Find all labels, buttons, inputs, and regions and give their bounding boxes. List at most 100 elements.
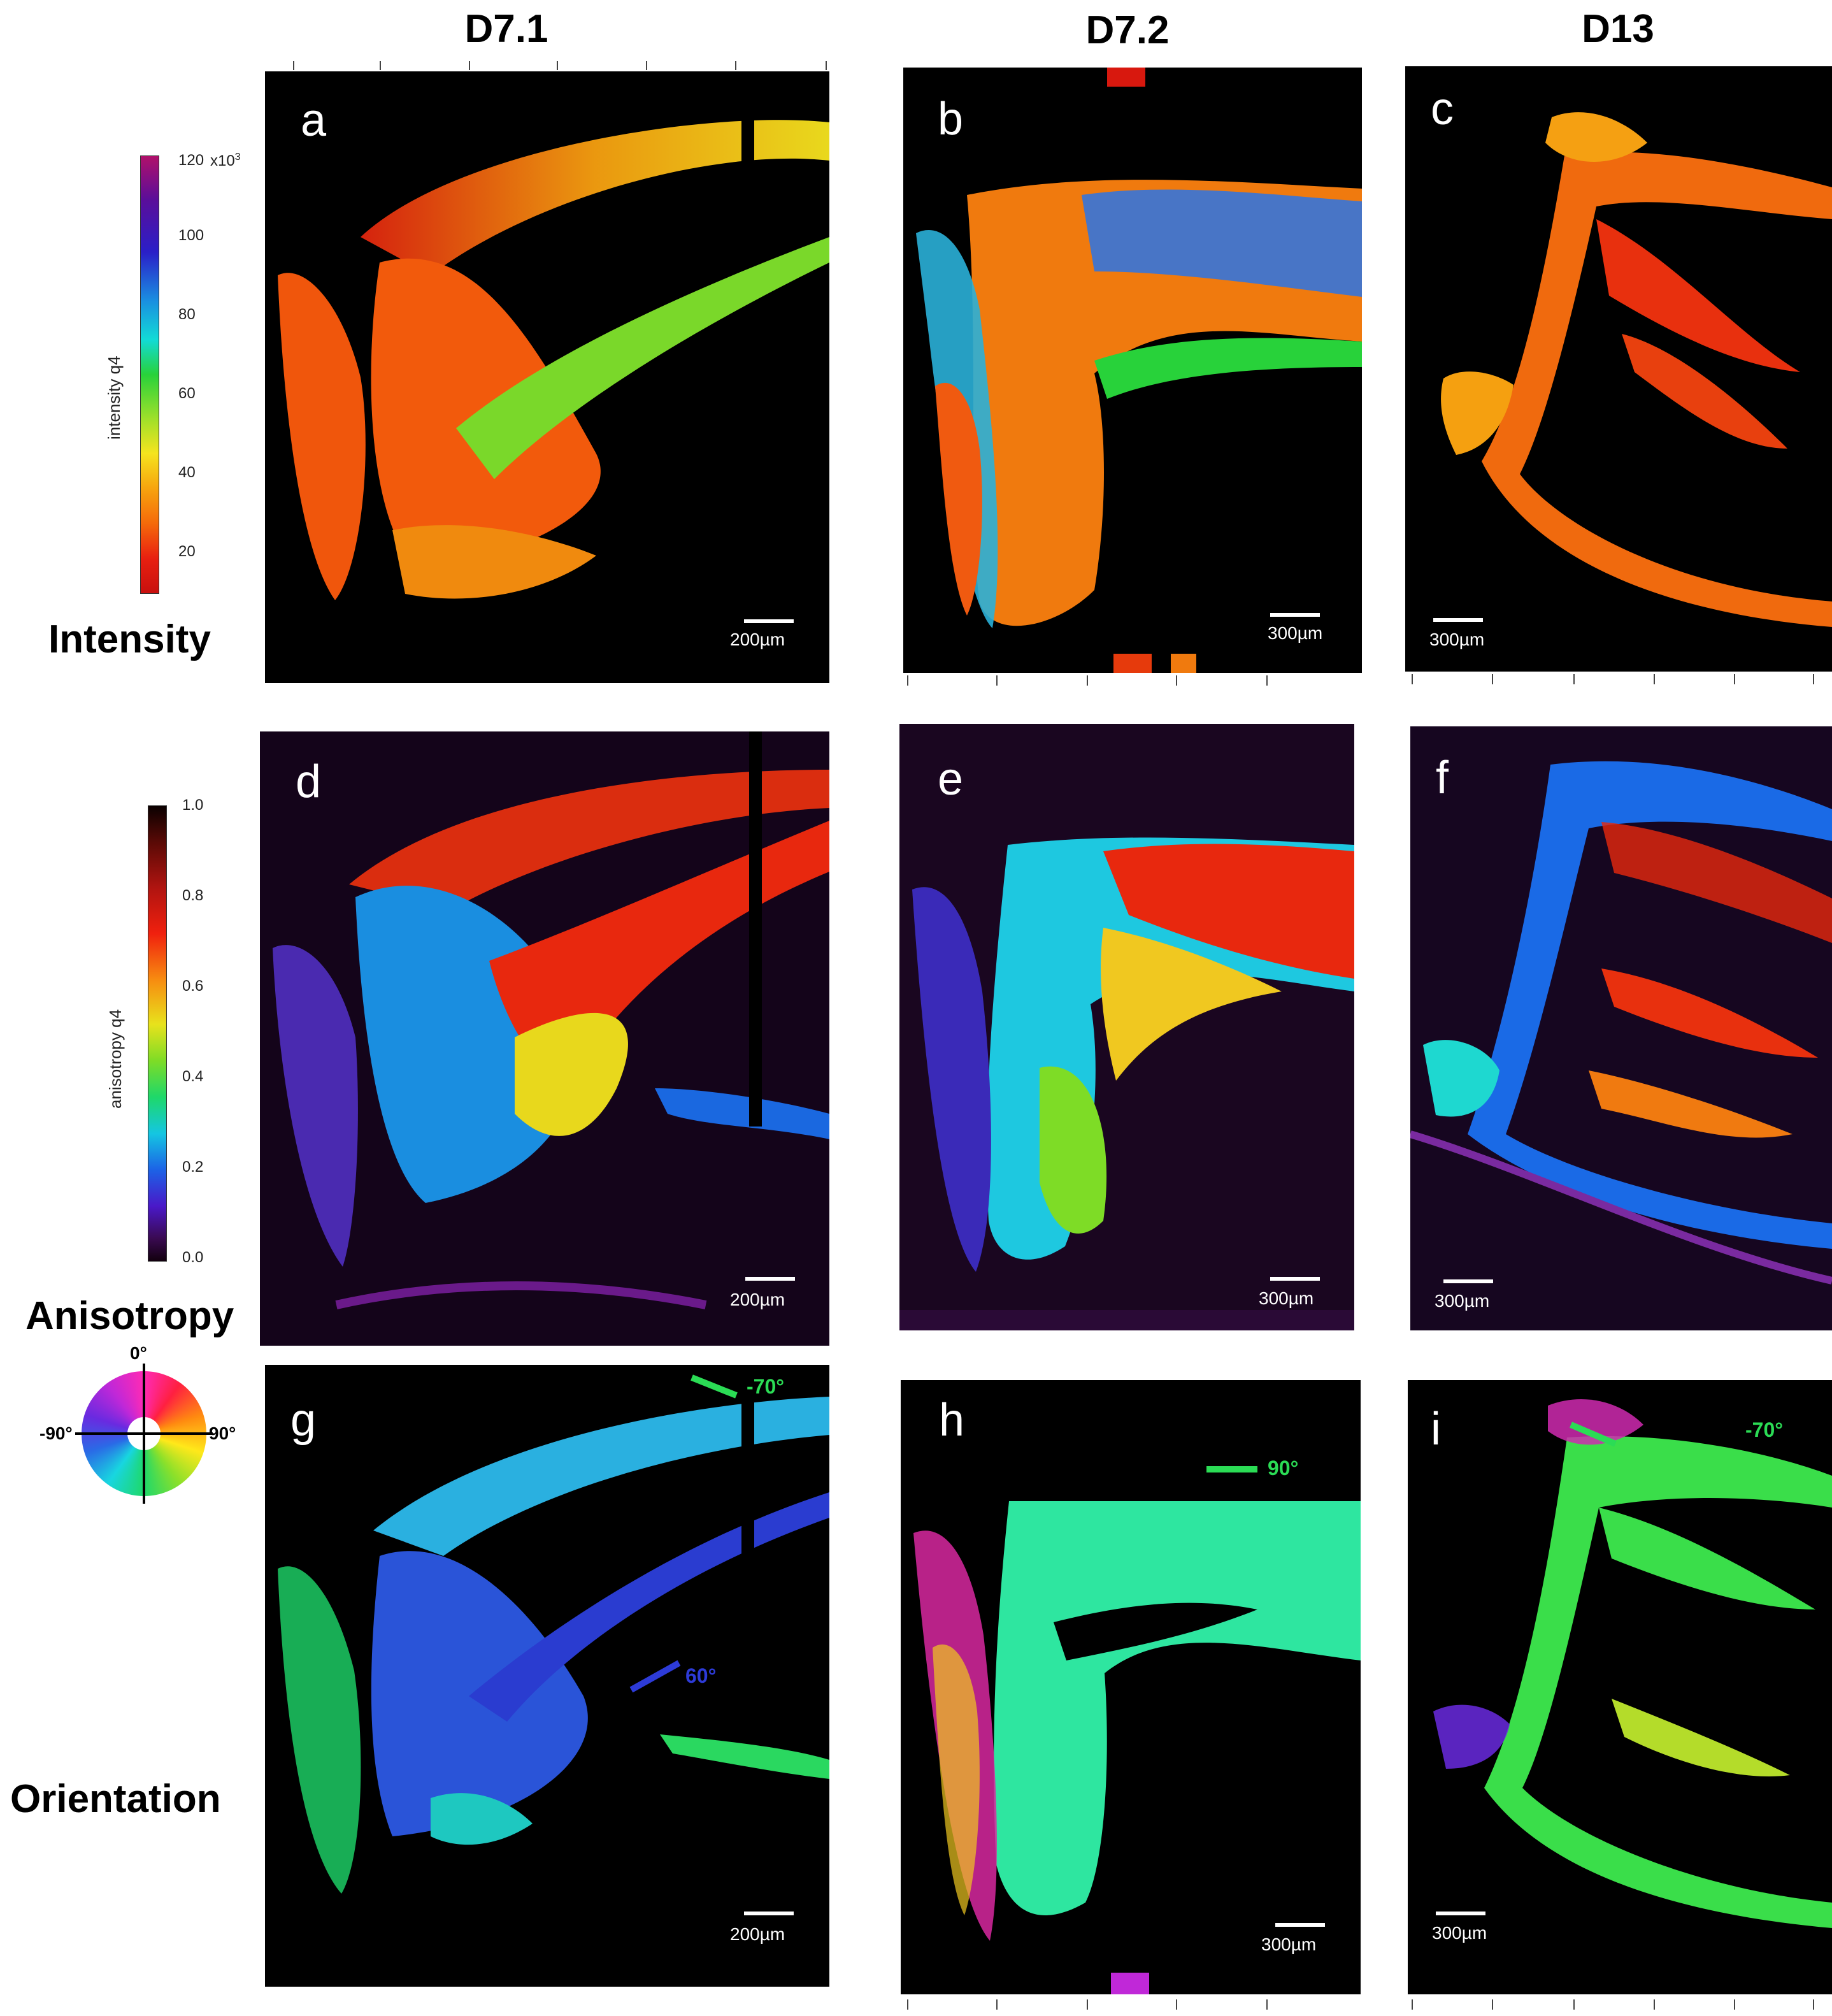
panel-label-c: c (1431, 83, 1454, 134)
panel-b-intensity-d7-2: b 300µm (903, 68, 1362, 673)
column-title-d13: D13 (1582, 7, 1654, 51)
orientation-color-wheel (75, 1364, 213, 1504)
axis-tick (646, 61, 647, 70)
scale-text-g: 200µm (730, 1924, 785, 1944)
scale-bar-e (1270, 1277, 1320, 1281)
scale-text-h: 300µm (1261, 1934, 1317, 1954)
axis-tick (907, 675, 908, 686)
intensity-tick-80: 80 (178, 306, 196, 323)
axis-tick (1813, 674, 1814, 684)
axis-tick (1734, 674, 1735, 684)
panel-f-anisotropy-d13: f 300µm (1410, 726, 1832, 1330)
panel-a-intensity-d7-1: a 200µm (265, 71, 829, 683)
anisotropy-tick-0-2: 0.2 (182, 1158, 204, 1176)
scale-text-f: 300µm (1435, 1291, 1490, 1311)
intensity-tick-40: 40 (178, 464, 196, 481)
row-title-anisotropy: Anisotropy (25, 1294, 234, 1338)
axis-tick (1087, 675, 1088, 686)
scale-bar-c (1433, 618, 1483, 622)
panel-label-i: i (1431, 1404, 1441, 1455)
axis-tick (1176, 675, 1177, 686)
scale-text-d: 200µm (730, 1290, 785, 1309)
intensity-tick-100: 100 (178, 227, 204, 244)
scale-bar-d (745, 1277, 795, 1281)
axis-tick (1654, 674, 1655, 684)
panel-label-h: h (939, 1395, 965, 1446)
panel-a-image (278, 71, 829, 601)
axis-tick (1412, 674, 1413, 684)
row-title-intensity: Intensity (48, 617, 211, 661)
axis-tick (1734, 1999, 1735, 2010)
column-title-d7-1: D7.1 (464, 7, 548, 51)
panel-d-image (273, 731, 829, 1309)
scale-text-c: 300µm (1429, 630, 1485, 649)
axis-tick (1412, 1999, 1413, 2010)
axis-tick (1266, 1999, 1268, 2010)
wheel-label-left: -90° (39, 1423, 73, 1443)
axis-tick (1654, 1999, 1655, 2010)
axis-tick (1573, 1999, 1575, 2010)
axis-tick (1492, 674, 1493, 684)
intensity-tick-20: 20 (178, 543, 196, 560)
axis-tick (1087, 1999, 1088, 2010)
axis-tick (1266, 675, 1268, 686)
intensity-colorbar (140, 155, 159, 594)
anisotropy-tick-0-4: 0.4 (182, 1068, 204, 1085)
scale-bar-f (1443, 1279, 1493, 1283)
anisotropy-tick-0-6: 0.6 (182, 977, 204, 995)
panel-h-orientation-d7-2: h 90° 300µm (901, 1380, 1361, 1994)
panel-label-e: e (938, 754, 964, 805)
wheel-label-right: 90° (209, 1423, 236, 1443)
axis-tick (557, 61, 558, 70)
anisotropy-tick-0-8: 0.8 (182, 887, 204, 904)
angle-marker-h-top: 90° (1268, 1457, 1299, 1480)
angle-marker-i-top: -70° (1745, 1418, 1784, 1441)
anisotropy-colorbar (148, 805, 167, 1262)
angle-marker-g-top: -70° (747, 1375, 785, 1398)
scale-text-b: 300µm (1268, 623, 1323, 643)
anisotropy-tick-0-0: 0.0 (182, 1249, 204, 1266)
scale-bar-b (1270, 613, 1320, 617)
scale-bar-h (1275, 1923, 1325, 1927)
axis-tick (1492, 1999, 1493, 2010)
axis-tick (907, 1999, 908, 2010)
intensity-tick-60: 60 (178, 385, 196, 402)
panel-label-b: b (938, 94, 964, 145)
row-title-orientation: Orientation (10, 1777, 221, 1821)
panel-b-image (916, 68, 1362, 673)
scale-text-e: 300µm (1259, 1288, 1314, 1308)
axis-tick (996, 675, 998, 686)
intensity-colorbar-title: intensity q4 (104, 356, 124, 440)
anisotropy-colorbar-title: anisotropy q4 (106, 1009, 125, 1109)
panel-i-image (1433, 1399, 1832, 1928)
panel-label-f: f (1436, 752, 1449, 803)
panel-i-orientation-d13: i -70° 300µm (1408, 1380, 1832, 1994)
axis-tick (469, 61, 470, 70)
panel-d-anisotropy-d7-1: d 200µm (260, 731, 829, 1346)
panel-label-g: g (290, 1395, 317, 1446)
panel-c-intensity-d13: c 300µm (1405, 66, 1832, 672)
wheel-label-top: 0° (130, 1343, 147, 1363)
scale-bar-i (1436, 1912, 1485, 1915)
panel-e-anisotropy-d7-2: e 300µm (899, 724, 1354, 1330)
axis-tick (826, 61, 827, 70)
panel-label-d: d (296, 756, 322, 807)
scale-bar-a (744, 619, 794, 623)
axis-tick (996, 1999, 998, 2010)
panel-g-orientation-d7-1: g -70° 60° 200µm (265, 1365, 829, 1987)
panel-g-image (278, 1365, 829, 1894)
panel-h-image (913, 1466, 1361, 1994)
scale-bar-g (744, 1912, 794, 1915)
panel-e-image (899, 837, 1354, 1330)
anisotropy-tick-1-0: 1.0 (182, 796, 204, 814)
intensity-tick-120: 120 (178, 152, 204, 169)
scale-text-i: 300µm (1432, 1923, 1487, 1943)
axis-tick (735, 61, 736, 70)
axis-tick (1176, 1999, 1177, 2010)
panel-c-image (1441, 112, 1832, 627)
axis-tick (380, 61, 381, 70)
panel-f-image (1410, 761, 1832, 1285)
column-title-d7-2: D7.2 (1085, 8, 1170, 52)
intensity-tick-multiplier: x103 (210, 152, 241, 169)
axis-tick (1813, 1999, 1814, 2010)
